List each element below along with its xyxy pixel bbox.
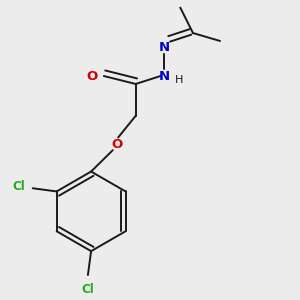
Text: H: H [175, 75, 183, 85]
Text: O: O [87, 70, 98, 83]
Text: Cl: Cl [12, 180, 25, 193]
Text: O: O [111, 138, 122, 151]
Text: N: N [159, 70, 170, 83]
Text: Cl: Cl [82, 283, 94, 296]
Text: N: N [159, 41, 170, 54]
